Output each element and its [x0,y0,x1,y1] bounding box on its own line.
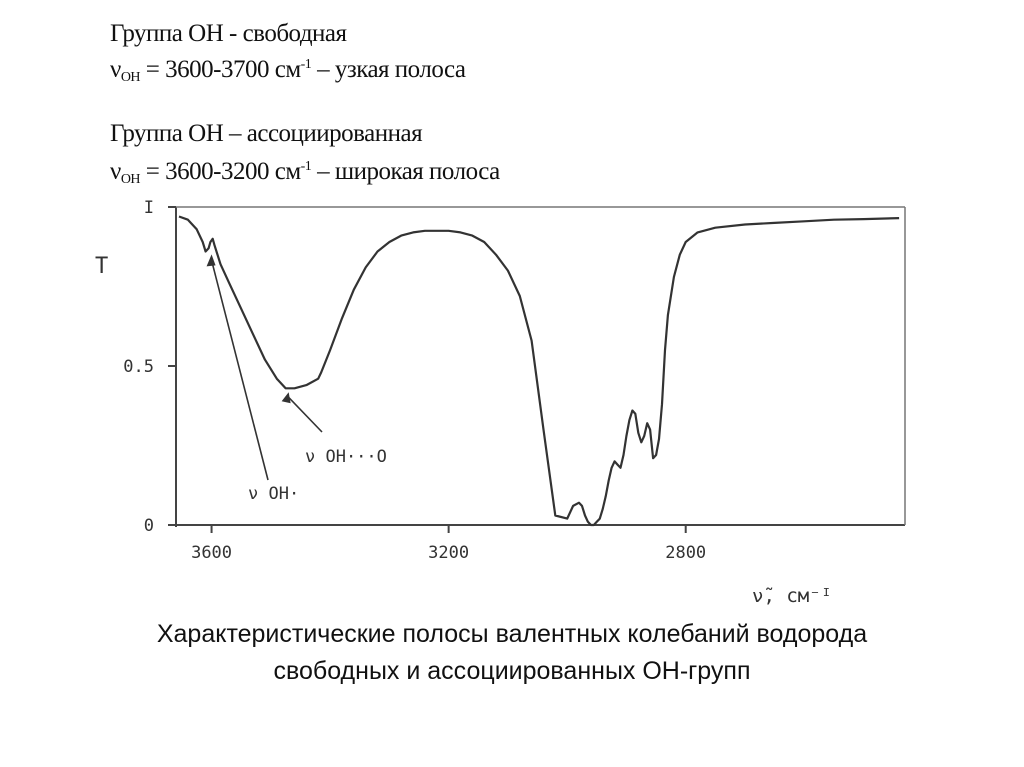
x-tick-label: 3200 [428,543,469,563]
chart-series [178,215,900,527]
caption-line-1: Характеристические полосы валентных коле… [156,620,868,648]
y-axis-label: T [95,254,108,279]
caption-line-2: свободных и ассоциированных ОН-групп [273,657,751,685]
x-axis-label: ν̃, см⁻ᴵ [752,585,832,607]
assoc-oh-title: Группа ОН – ассоциированная [110,120,423,147]
arrow-assoc-oh [287,395,323,433]
arrow-free-oh [210,260,269,481]
arrowhead-assoc-oh [281,392,291,404]
x-tick-label: 3600 [191,543,232,563]
y-tick-label: 0 [144,516,154,536]
y-tick-label: I [144,198,154,218]
chart-ticks: 0 0.5 I 3600 3200 2800 Tν̃, см⁻ᴵ [95,198,832,607]
chart-axes [174,206,906,527]
chart-annotations: ν OH· ν OH···O [206,254,387,504]
x-tick-label: 2800 [665,543,706,563]
annotation-nu-oh-free: ν OH· [248,484,299,504]
arrowhead-free-oh [206,254,216,267]
free-oh-formula: νOH = 3600-3700 см-1 – узкая полоса [110,56,466,85]
assoc-oh-formula: νOH = 3600-3200 см-1 – широкая полоса [110,158,500,187]
y-tick-label: 0.5 [123,357,154,377]
transmittance-curve [178,215,900,527]
annotation-nu-oh-assoc: ν OH···O [305,447,387,467]
free-oh-title: Группа ОН - свободная [110,20,347,47]
